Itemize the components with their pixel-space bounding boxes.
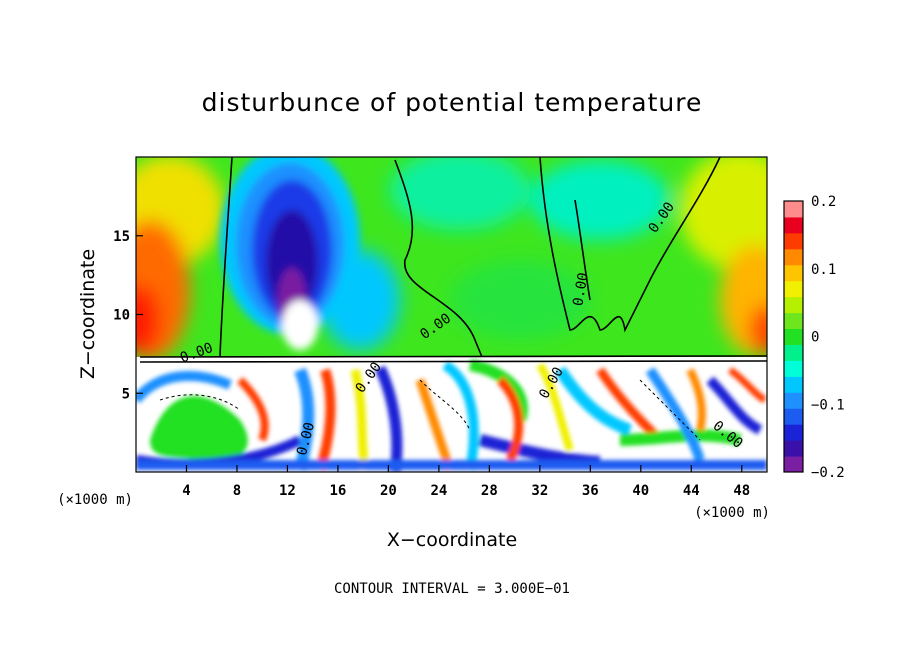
x-tick-label: 8	[233, 483, 241, 499]
colorbar-swatch	[784, 248, 803, 266]
colorbar-tick-label: 0	[811, 330, 819, 346]
colorbar-swatch	[784, 312, 803, 330]
colorbar-swatch	[784, 456, 803, 473]
contour-label: 0.00	[570, 271, 592, 307]
x-tick-label: 28	[481, 483, 498, 499]
colorbar-tick-label: 0.1	[811, 262, 836, 278]
x-tick-label: 32	[531, 483, 548, 499]
x-tick-label: 12	[279, 483, 296, 499]
y-axis-label: Z−coordinate	[77, 249, 99, 379]
y-tick-label: 15	[113, 229, 130, 245]
y-tick-label: 10	[113, 308, 130, 324]
colorbar-swatch	[784, 344, 803, 361]
colorbar-swatch	[784, 424, 803, 441]
colorbar-swatch	[784, 201, 803, 218]
colorbar-frame	[783, 200, 804, 473]
colorbar-swatch	[784, 264, 803, 282]
colorbar-tick-label: 0.2	[811, 194, 836, 210]
y-axis-ticks: 5 10 15	[113, 229, 143, 402]
x-tick-label: 24	[430, 483, 447, 499]
colorbar-swatch	[784, 328, 803, 345]
colorbar-swatch	[784, 360, 803, 377]
contour-interval-note: CONTOUR INTERVAL = 3.000E−01	[334, 581, 570, 597]
colorbar-swatch	[784, 296, 803, 314]
x-tick-label: 40	[632, 483, 649, 499]
colorbar-tick-label: −0.1	[811, 397, 845, 413]
colorbar-swatch	[784, 376, 803, 393]
colorbar-swatch	[784, 440, 803, 457]
x-unit-left: (×1000 m)	[57, 492, 133, 508]
colorbar: 0.2 0.1 0 −0.1 −0.2	[783, 194, 845, 481]
colorbar-tick-label: −0.2	[811, 465, 845, 481]
x-tick-label: 36	[582, 483, 599, 499]
x-tick-label: 20	[380, 483, 397, 499]
colorbar-swatch	[784, 232, 803, 250]
colorbar-swatch	[784, 408, 803, 425]
colorbar-swatch	[784, 280, 803, 298]
x-axis-ticks: 4 8 12 16 20 24 28 32 36 40 44 48	[182, 465, 750, 499]
x-tick-label: 4	[182, 483, 190, 499]
x-axis-label: X−coordinate	[387, 529, 517, 551]
x-tick-label: 16	[329, 483, 346, 499]
y-tick-label: 5	[122, 386, 130, 402]
colorbar-swatch	[784, 216, 803, 234]
colorbar-swatch	[784, 392, 803, 409]
chart-title: disturbunce of potential temperature	[202, 88, 703, 117]
x-unit-right: (×1000 m)	[694, 505, 770, 521]
heatmap-field	[136, 157, 767, 472]
x-tick-label: 48	[733, 483, 750, 499]
x-tick-label: 44	[683, 483, 700, 499]
